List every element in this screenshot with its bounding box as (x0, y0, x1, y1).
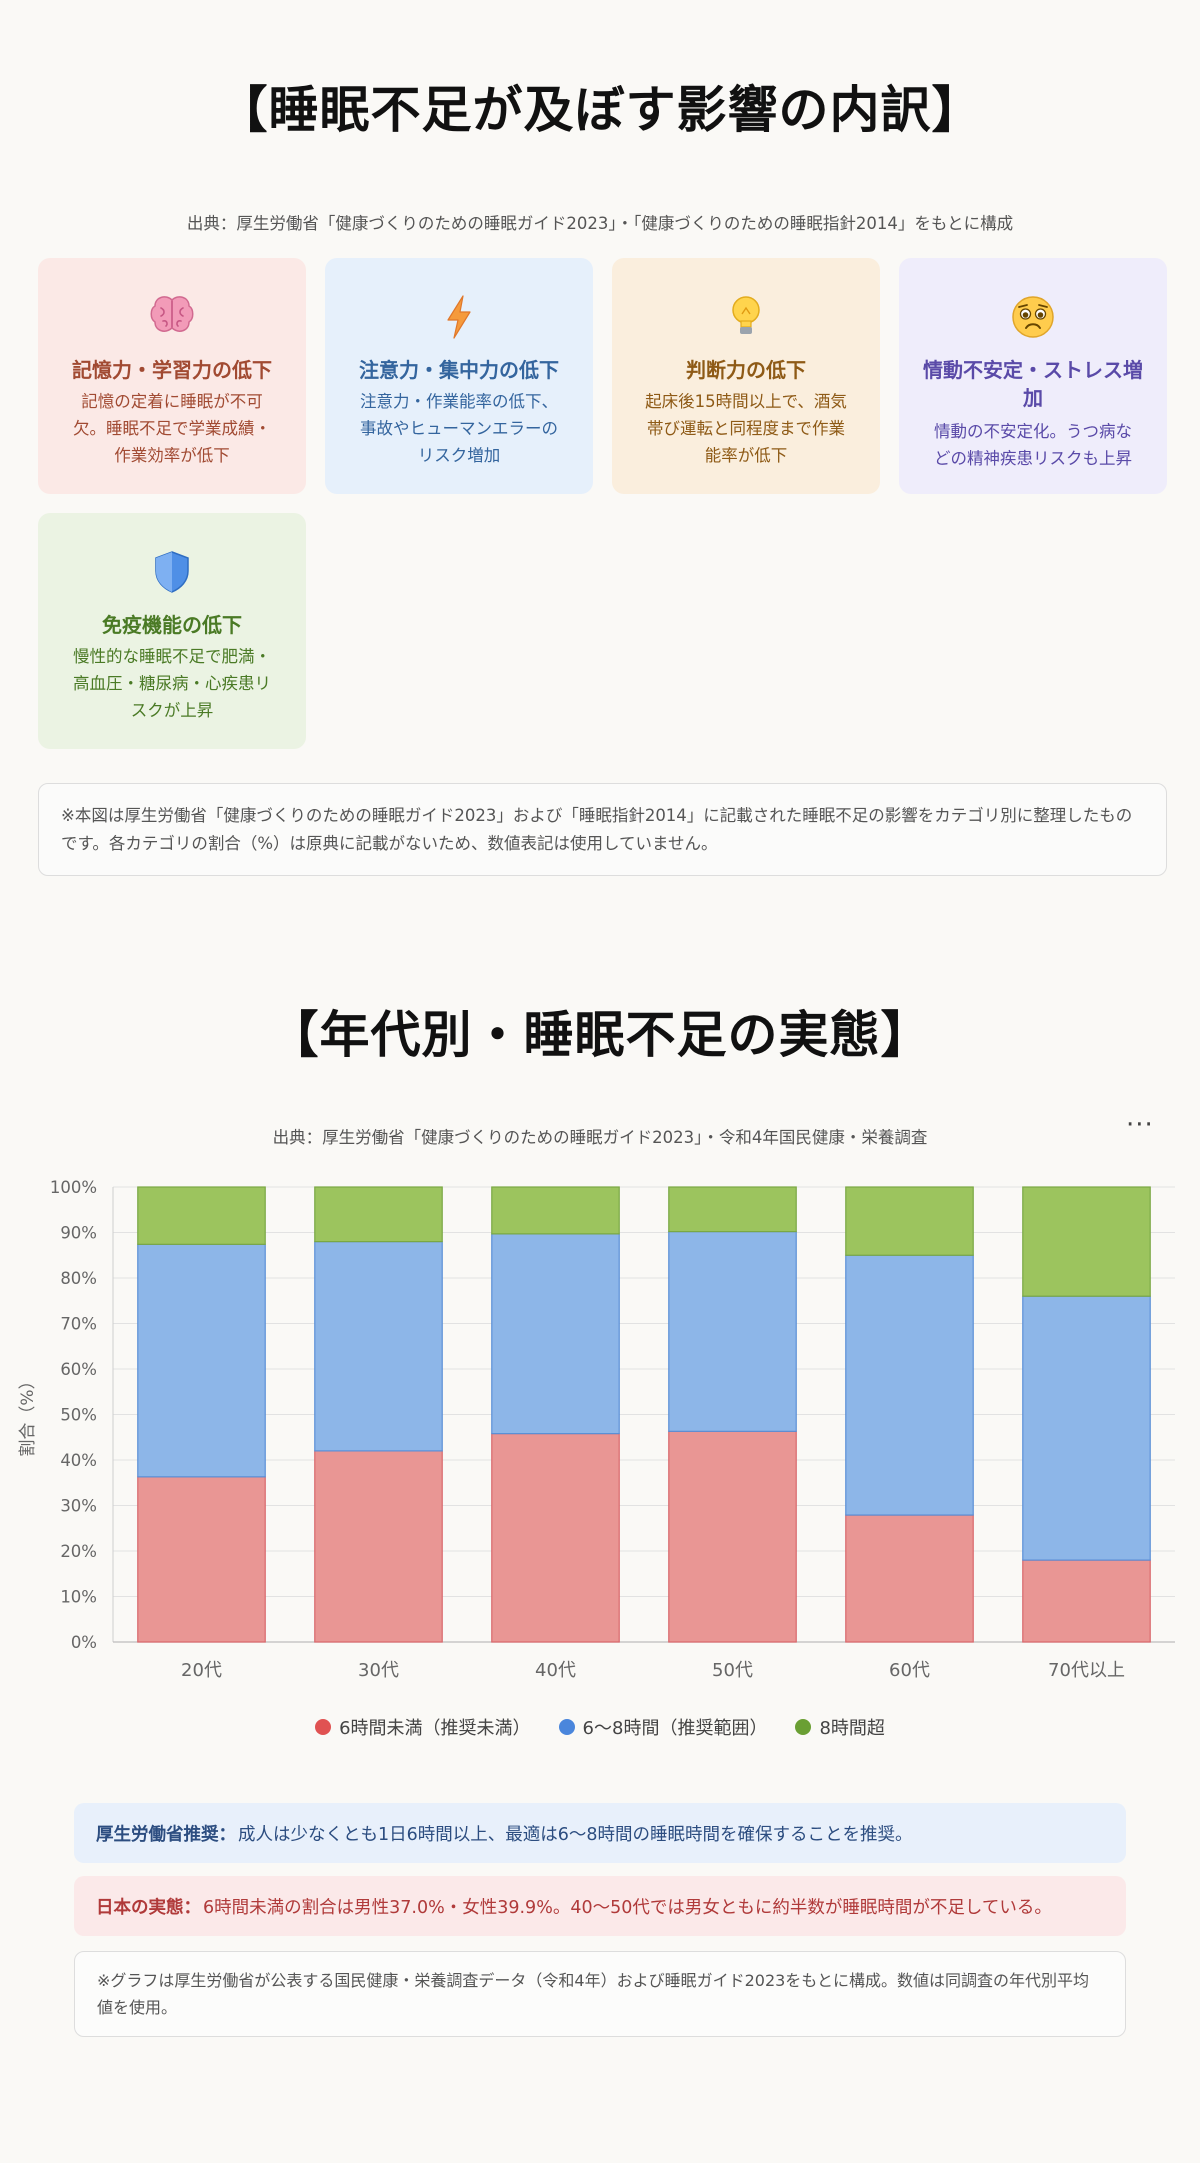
impact-card: 注意力・集中力の低下注意力・作業能率の低下、 事故やヒューマンエラーの リスク増加 (325, 258, 593, 494)
bar-segment (1022, 1559, 1151, 1643)
legend-swatch (558, 1719, 575, 1735)
bar-segment (491, 1233, 620, 1435)
bar-segment (137, 1243, 266, 1478)
impact-card: 免疫機能の低下慢性的な睡眠不足で肥満・ 高血圧・糖尿病・心疾患リ スクが上昇 (38, 513, 306, 749)
impact-card-title: 情動不安定・ストレス増加 (923, 358, 1143, 410)
lightning-icon (325, 294, 593, 340)
y-tick-label: 10% (60, 1588, 97, 1607)
bar-segment (845, 1254, 974, 1516)
actual-status-label: 日本の実態： (96, 1897, 201, 1918)
bar-segment (1022, 1295, 1151, 1561)
section-title: 【睡眠不足が及ぼす影響の内訳】 (217, 81, 983, 139)
chart-section-title: 【年代別・睡眠不足の実態】 (268, 1006, 932, 1064)
impact-card: 情動不安定・ストレス増加情動の不安定化。うつ病な どの精神疾患リスクも上昇 (899, 258, 1167, 494)
legend-label: 8時間超 (819, 1718, 885, 1739)
bar-segment (314, 1450, 443, 1643)
y-tick-label: 90% (60, 1224, 97, 1243)
impact-card: 判断力の低下起床後15時間以上で、酒気 帯び運転と同程度まで作業 能率が低下 (612, 258, 880, 494)
bar-segment (668, 1430, 797, 1643)
chart-note: ※グラフは厚生労働省が公表する国民健康・栄養調査データ（令和4年）および睡眠ガイ… (74, 1951, 1126, 2037)
legend-swatch (315, 1719, 332, 1735)
anxious-face-icon (899, 294, 1167, 340)
legend-item[interactable]: 6〜8時間（推奨範囲） (558, 1714, 768, 1740)
y-tick-label: 60% (60, 1360, 97, 1379)
y-tick-label: 70% (60, 1315, 97, 1334)
bar-segment (314, 1240, 443, 1452)
bar-segment (314, 1186, 443, 1243)
y-tick-label: 30% (60, 1497, 97, 1516)
bar-segment (845, 1514, 974, 1643)
x-tick-label: 60代 (889, 1660, 930, 1681)
bar-segment (491, 1186, 620, 1235)
x-tick-label: 50代 (712, 1660, 753, 1681)
bar-segment (137, 1476, 266, 1643)
y-axis-label: 割合（%） (18, 1372, 38, 1456)
brain-icon (38, 294, 306, 340)
actual-status-box: 日本の実態： 6時間未満の割合は男性37.0%・女性39.9%。40〜50代では… (74, 1876, 1126, 1936)
y-tick-label: 40% (60, 1451, 97, 1470)
bar-segment (137, 1186, 266, 1245)
impact-card-title: 注意力・集中力の低下 (359, 358, 559, 382)
y-tick-label: 20% (60, 1542, 97, 1561)
impact-card-description: 起床後15時間以上で、酒気 帯び運転と同程度まで作業 能率が低下 (645, 392, 847, 465)
x-tick-label: 40代 (535, 1660, 576, 1681)
chart-legend[interactable]: 6時間未満（推奨未満） 6〜8時間（推奨範囲） 8時間超 (0, 1714, 1200, 1740)
more-menu-icon[interactable]: ··· (1126, 1110, 1154, 1140)
impact-card-description: 記憶の定着に睡眠が不可 欠。睡眠不足で学業成績・ 作業効率が低下 (73, 392, 271, 465)
y-tick-label: 80% (60, 1269, 97, 1288)
impact-card-description: 情動の不安定化。うつ病な どの精神疾患リスクも上昇 (934, 422, 1132, 468)
bar-segment (668, 1230, 797, 1432)
impact-card-description: 慢性的な睡眠不足で肥満・ 高血圧・糖尿病・心疾患リ スクが上昇 (73, 647, 271, 720)
legend-label: 6〜8時間（推奨範囲） (582, 1718, 768, 1739)
legend-item[interactable]: 8時間超 (795, 1714, 885, 1740)
x-tick-label: 30代 (358, 1660, 399, 1681)
y-tick-label: 100% (50, 1178, 97, 1197)
impact-card-title: 判断力の低下 (686, 358, 806, 382)
shield-icon (38, 549, 306, 595)
impact-card-description: 注意力・作業能率の低下、 事故やヒューマンエラーの リスク増加 (360, 392, 558, 465)
source-text: 出典：厚生労働省「健康づくりのための睡眠ガイド2023」・「健康づくりのための睡… (186, 214, 1014, 233)
chart-source-text: 出典：厚生労働省「健康づくりのための睡眠ガイド2023」・令和4年国民健康・栄養… (272, 1128, 928, 1147)
x-tick-label: 70代以上 (1048, 1660, 1125, 1681)
impact-card-title: 記憶力・学習力の低下 (72, 358, 272, 382)
bar-segment (845, 1186, 974, 1256)
legend-swatch (795, 1719, 812, 1735)
bar-segment (668, 1186, 797, 1233)
stacked-bar-chart: 0% 10% 20% 30% 40% 50% 60% 70% 80% 90% 100% 割合（%） 20… (18, 1178, 1175, 1681)
recommendation-label: 厚生労働省推奨： (96, 1824, 236, 1845)
impact-note: ※本図は厚生労働省「健康づくりのための睡眠ガイド2023」および「睡眠指針201… (38, 783, 1167, 876)
actual-status-text: 6時間未満の割合は男性37.0%・女性39.9%。40〜50代では男女ともに約半… (203, 1897, 1052, 1918)
legend-label: 6時間未満（推奨未満） (339, 1718, 531, 1739)
lightbulb-icon (612, 294, 880, 340)
recommendation-text: 成人は少なくとも1日6時間以上、最適は6〜8時間の睡眠時間を確保することを推奨。 (238, 1824, 913, 1845)
bar-segment (491, 1433, 620, 1643)
recommendation-box: 厚生労働省推奨： 成人は少なくとも1日6時間以上、最適は6〜8時間の睡眠時間を確… (74, 1803, 1126, 1863)
legend-item[interactable]: 6時間未満（推奨未満） (315, 1714, 531, 1740)
y-tick-label: 0% (71, 1633, 97, 1652)
impact-card-title: 免疫機能の低下 (102, 613, 242, 637)
impact-card: 記憶力・学習力の低下記憶の定着に睡眠が不可 欠。睡眠不足で学業成績・ 作業効率が低下 (38, 258, 306, 494)
y-tick-label: 50% (60, 1406, 97, 1425)
bar-segment (1022, 1186, 1151, 1297)
x-tick-label: 20代 (181, 1660, 222, 1681)
